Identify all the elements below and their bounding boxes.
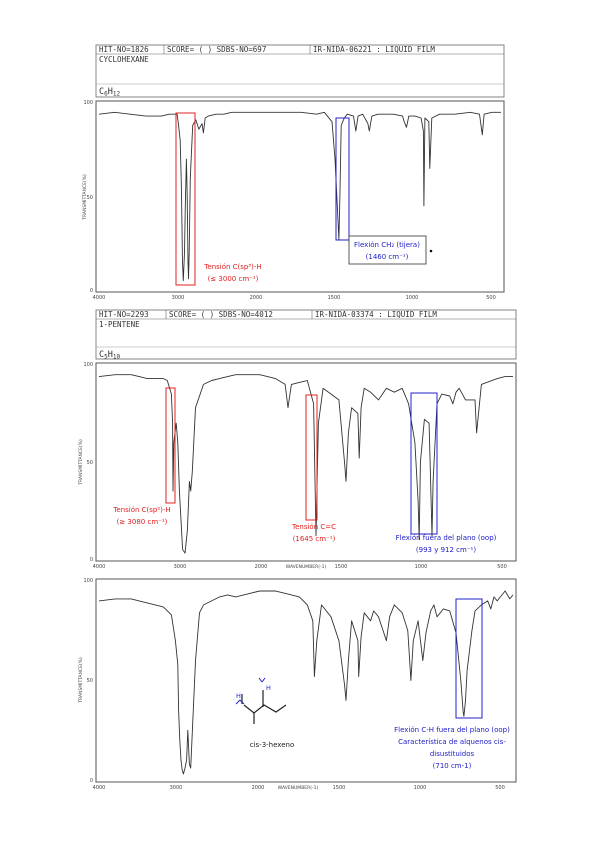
plot-frame — [95, 578, 517, 783]
x-tick-label: 1500 — [328, 295, 341, 301]
molecular-formula: C5H10 — [99, 350, 120, 361]
x-tick-label: 1500 — [335, 564, 348, 570]
hit-number: HIT-NO=1826 — [99, 45, 149, 54]
x-tick-label: 500 — [497, 564, 507, 570]
highlight-box-csp3-stretch — [175, 112, 196, 286]
annotation-oop-line2: (993 y 912 cm⁻¹) — [416, 546, 476, 554]
bullet-dot — [429, 249, 433, 253]
x-tick-label: 1000 — [414, 785, 427, 791]
plot-frame — [95, 100, 505, 293]
hydrogen-labels: H H — [235, 677, 271, 705]
x-tick-label: 500 — [486, 295, 496, 301]
annotation-cis-line1: Flexión C-H fuera del plano (oop) — [394, 726, 510, 734]
x-tick-label: 4000 — [93, 785, 106, 791]
annotation-ch2-box — [348, 235, 427, 265]
x-tick-label: 3000 — [174, 564, 187, 570]
annotation-cis-line4: (710 cm-1) — [433, 762, 472, 770]
y-tick-label: 100 — [83, 578, 93, 584]
annotation-cc-line2: (1645 cm⁻¹) — [293, 535, 336, 543]
molecular-formula: C6H12 — [99, 87, 120, 98]
annotation-csp2-line1: Tensión C(sp²)-H — [112, 506, 170, 514]
molecule-label: cis-3-hexeno — [250, 741, 295, 749]
x-tick-label: 1500 — [333, 785, 346, 791]
panel-cis-3-hexene: 100 50 0 4000 3000 2000 1500 1000 500 WA… — [78, 578, 517, 791]
highlight-box-cc-stretch — [305, 394, 318, 521]
highlight-box-ch2-bend — [335, 117, 350, 241]
annotation-ch2-line1: Flexión CH₂ (tijera) — [354, 241, 420, 249]
compound-name: CYCLOHEXANE — [99, 55, 149, 64]
annotation-cis-line2: Característica de alquenos cis- — [398, 738, 506, 746]
y-tick-label: 0 — [90, 778, 93, 784]
plot-area — [98, 590, 514, 775]
x-tick-label: 2000 — [255, 564, 268, 570]
header-table: HIT-NO=1826 SCORE= ( ) SDBS-NO=697 IR-NI… — [95, 44, 505, 98]
y-axis-label: TRANSMITTANCE(%) — [78, 657, 84, 704]
x-axis-label: WAVENUMBER(-1) — [286, 564, 327, 570]
y-tick-label: 100 — [83, 362, 93, 368]
y-axis-label: TRANSMITTANCE(%) — [82, 174, 88, 221]
highlight-box-cis-oop — [455, 598, 483, 719]
hydrogen-label: H — [236, 692, 241, 700]
vibration-arrow-icon — [235, 699, 245, 705]
x-tick-label: 1000 — [415, 564, 428, 570]
cis-3-hexene-structure — [241, 690, 287, 724]
y-tick-label: 0 — [90, 557, 93, 563]
x-tick-label: 4000 — [93, 295, 106, 301]
annotation-cc-line1: Tensión C=C — [291, 523, 336, 531]
annotation-csp3-line1: Tensión C(sp³)-H — [203, 263, 261, 271]
spectrum-trace — [98, 374, 513, 554]
annotation-csp2-line2: (≥ 3080 cm⁻¹) — [117, 518, 168, 526]
plot-area — [98, 111, 501, 282]
x-tick-label: 1000 — [406, 295, 419, 301]
plot-frame — [95, 362, 517, 562]
annotation-cis-line3: disustituidos — [430, 750, 475, 758]
hydrogen-label: H — [266, 684, 271, 692]
highlight-box-oop-bend — [410, 392, 438, 535]
x-tick-label: 3000 — [172, 295, 185, 301]
header-table: HIT-NO=2293 SCORE= ( ) SDBS-NO=4012 IR-N… — [95, 309, 517, 361]
score-field: SCORE= ( ) SDBS-NO=697 — [167, 45, 266, 54]
annotation-csp3-line2: (≤ 3000 cm⁻¹) — [208, 275, 259, 283]
x-tick-label: 4000 — [93, 564, 106, 570]
x-tick-label: 2000 — [250, 295, 263, 301]
panel-cyclohexane: HIT-NO=1826 SCORE= ( ) SDBS-NO=697 IR-NI… — [82, 44, 505, 301]
x-tick-label: 500 — [495, 785, 505, 791]
ir-number: IR-NIDA-03374 : LIQUID FILM — [315, 310, 437, 319]
ir-number: IR-NIDA-06221 : LIQUID FILM — [313, 45, 435, 54]
y-tick-label: 50 — [87, 460, 93, 466]
spectrum-trace — [98, 590, 514, 775]
panel-1-pentene: HIT-NO=2293 SCORE= ( ) SDBS-NO=4012 IR-N… — [78, 309, 517, 570]
annotation-ch2-line2: (1460 cm⁻¹) — [366, 253, 409, 261]
x-axis-label: WAVENUMBER(-1) — [278, 785, 319, 791]
score-field: SCORE= ( ) SDBS-NO=4012 — [169, 310, 273, 319]
plot-area — [98, 374, 513, 554]
y-tick-label: 0 — [90, 288, 93, 294]
vibration-arrow-icon — [258, 677, 266, 683]
hit-number: HIT-NO=2293 — [99, 310, 149, 319]
x-tick-label: 3000 — [170, 785, 183, 791]
compound-name: 1-PENTENE — [99, 320, 140, 329]
spectrum-trace — [98, 111, 501, 282]
y-tick-label: 50 — [87, 195, 93, 201]
y-tick-label: 50 — [87, 678, 93, 684]
annotation-oop-line1: Flexión fuera del plano (oop) — [396, 534, 497, 542]
y-axis-label: TRANSMITTANCE(%) — [78, 439, 84, 486]
y-tick-label: 100 — [83, 100, 93, 106]
highlight-box-csp2-stretch — [165, 387, 176, 504]
x-tick-label: 2000 — [252, 785, 265, 791]
